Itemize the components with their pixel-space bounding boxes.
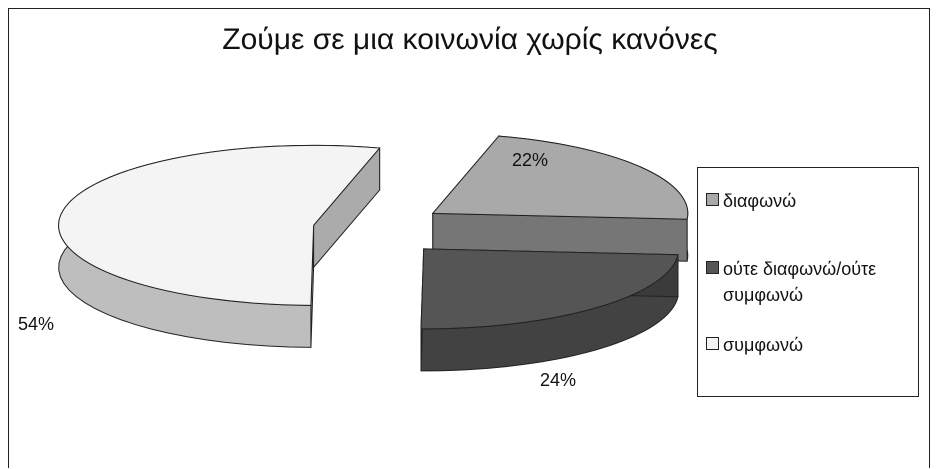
slice-oute (420, 248, 679, 372)
data-label-diafono: 22% (512, 150, 549, 170)
legend-item-symfono: συμφωνώ (706, 332, 803, 358)
chart-frame: Ζούμε σε μια κοινωνία χωρίς κανόνες 22% … (8, 8, 930, 468)
legend-label: διαφωνώ (723, 191, 797, 211)
chart-title: Ζούμε σε μια κοινωνία χωρίς κανόνες (222, 23, 718, 56)
legend-item-diafono: διαφωνώ (706, 188, 796, 214)
data-label-oute: 24% (540, 370, 577, 390)
legend-label: ούτε διαφωνώ/ούτε συμφωνώ (723, 259, 877, 305)
legend-item-oute: ούτε διαφωνώ/ούτε συμφωνώ (706, 256, 913, 308)
legend-swatch (706, 337, 719, 350)
data-label-symfono: 54% (18, 314, 55, 334)
legend: διαφωνώ ούτε διαφωνώ/ούτε συμφωνώ συμφων… (697, 167, 919, 397)
slice-diafono (431, 134, 689, 262)
legend-label: συμφωνώ (723, 335, 804, 355)
slice-symfono (58, 144, 381, 348)
legend-swatch (706, 193, 719, 206)
pie-chart (58, 134, 689, 372)
legend-swatch (706, 261, 719, 274)
